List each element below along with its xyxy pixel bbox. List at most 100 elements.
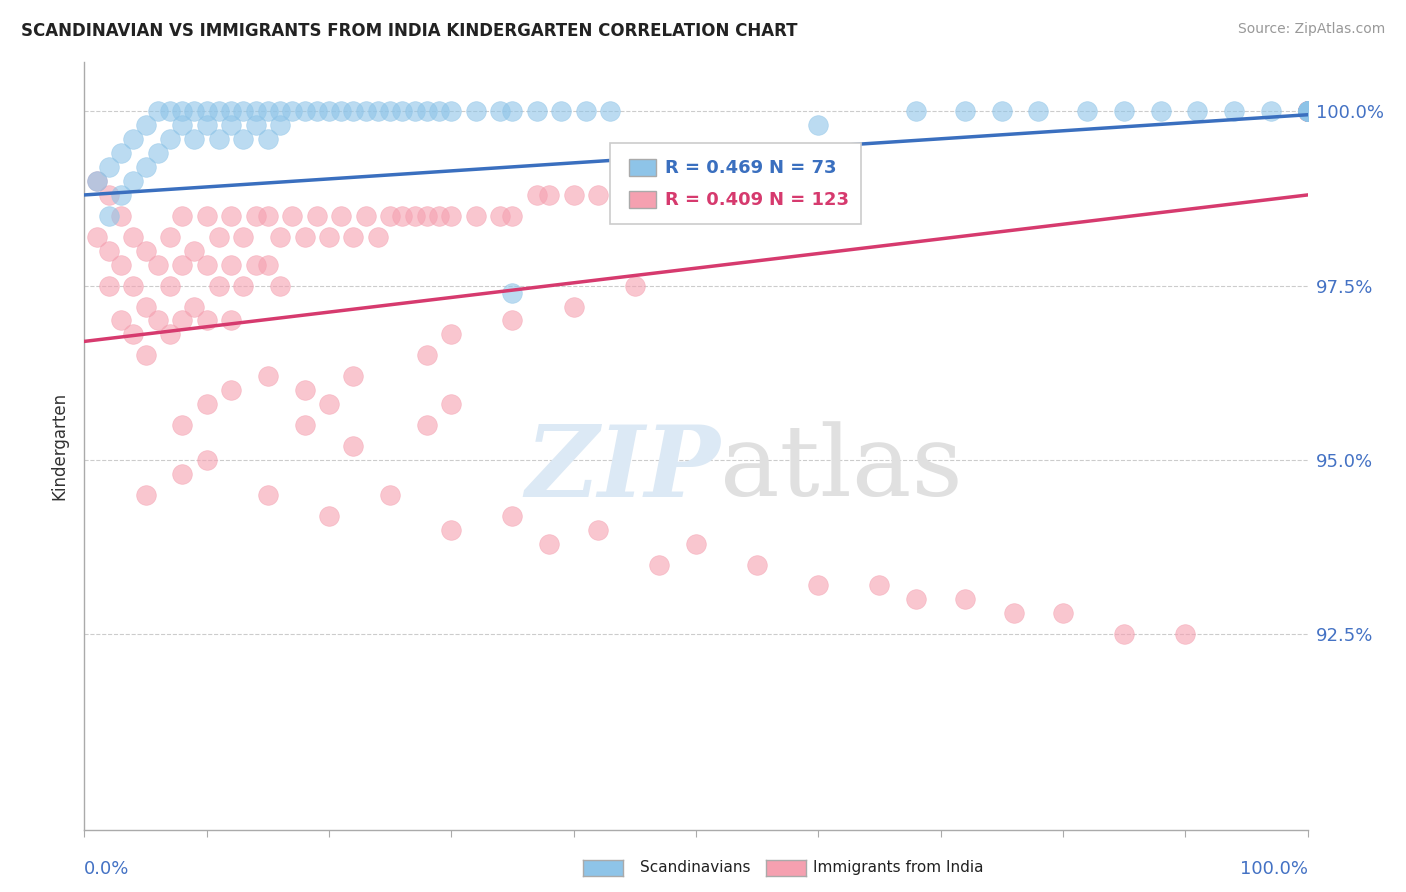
Y-axis label: Kindergarten: Kindergarten: [51, 392, 69, 500]
Point: [208, 278, 231, 293]
Point: [953, 592, 976, 607]
Point: [869, 578, 891, 592]
Point: [269, 118, 291, 132]
Point: [416, 104, 439, 119]
Point: [905, 592, 928, 607]
Point: [1296, 104, 1319, 119]
Point: [195, 104, 218, 119]
Text: N = 73: N = 73: [769, 159, 837, 177]
Point: [502, 104, 524, 119]
Text: atlas: atlas: [720, 421, 963, 516]
Point: [586, 523, 609, 537]
Point: [1296, 104, 1319, 119]
Point: [391, 104, 413, 119]
Point: [172, 258, 194, 272]
Point: [183, 300, 205, 314]
Point: [330, 104, 353, 119]
Point: [1296, 104, 1319, 119]
Point: [122, 174, 145, 188]
Point: [159, 229, 181, 244]
Point: [342, 439, 364, 453]
Point: [953, 104, 976, 119]
FancyBboxPatch shape: [628, 159, 655, 176]
Point: [195, 258, 218, 272]
Point: [1187, 104, 1209, 119]
Point: [135, 348, 157, 362]
Point: [294, 229, 316, 244]
Point: [305, 209, 328, 223]
Point: [159, 132, 181, 146]
Point: [354, 209, 377, 223]
Point: [172, 418, 194, 433]
Point: [195, 313, 218, 327]
Text: 100.0%: 100.0%: [1240, 860, 1308, 878]
Point: [208, 104, 231, 119]
Point: [599, 104, 621, 119]
Point: [464, 209, 486, 223]
Point: [1174, 627, 1197, 641]
Point: [1296, 104, 1319, 119]
Point: [1223, 104, 1246, 119]
Point: [1296, 104, 1319, 119]
Point: [281, 104, 304, 119]
Point: [208, 132, 231, 146]
Text: Source: ZipAtlas.com: Source: ZipAtlas.com: [1237, 22, 1385, 37]
Point: [1296, 104, 1319, 119]
Point: [232, 132, 254, 146]
Point: [146, 104, 169, 119]
Point: [245, 258, 267, 272]
Text: R = 0.409: R = 0.409: [665, 191, 763, 209]
Point: [269, 104, 291, 119]
Point: [1296, 104, 1319, 119]
Point: [172, 209, 194, 223]
Point: [146, 313, 169, 327]
Point: [538, 536, 561, 550]
Point: [427, 209, 450, 223]
Point: [245, 118, 267, 132]
Point: [219, 313, 242, 327]
Point: [1296, 104, 1319, 119]
Point: [97, 160, 120, 174]
Point: [354, 104, 377, 119]
Point: [208, 229, 231, 244]
Point: [135, 300, 157, 314]
Point: [1296, 104, 1319, 119]
Point: [1296, 104, 1319, 119]
Point: [257, 369, 280, 384]
Point: [489, 209, 512, 223]
Point: [232, 229, 254, 244]
Point: [135, 244, 157, 258]
Point: [232, 104, 254, 119]
Text: ZIP: ZIP: [526, 421, 720, 517]
Point: [1296, 104, 1319, 119]
Point: [122, 327, 145, 342]
Text: 0.0%: 0.0%: [84, 860, 129, 878]
Point: [219, 258, 242, 272]
Point: [195, 453, 218, 467]
Point: [526, 104, 548, 119]
Point: [807, 578, 830, 592]
Point: [183, 244, 205, 258]
Point: [1296, 104, 1319, 119]
Point: [110, 209, 132, 223]
Point: [135, 118, 157, 132]
Text: N = 123: N = 123: [769, 191, 849, 209]
Point: [1114, 104, 1136, 119]
Point: [195, 209, 218, 223]
Point: [427, 104, 450, 119]
Point: [1150, 104, 1173, 119]
Point: [172, 467, 194, 481]
Point: [624, 278, 647, 293]
Point: [1260, 104, 1282, 119]
Point: [391, 209, 413, 223]
Point: [380, 104, 402, 119]
Point: [135, 160, 157, 174]
Point: [1296, 104, 1319, 119]
Point: [110, 313, 132, 327]
Point: [1296, 104, 1319, 119]
Point: [1114, 627, 1136, 641]
Point: [146, 258, 169, 272]
Point: [440, 209, 463, 223]
Point: [159, 104, 181, 119]
Point: [232, 278, 254, 293]
